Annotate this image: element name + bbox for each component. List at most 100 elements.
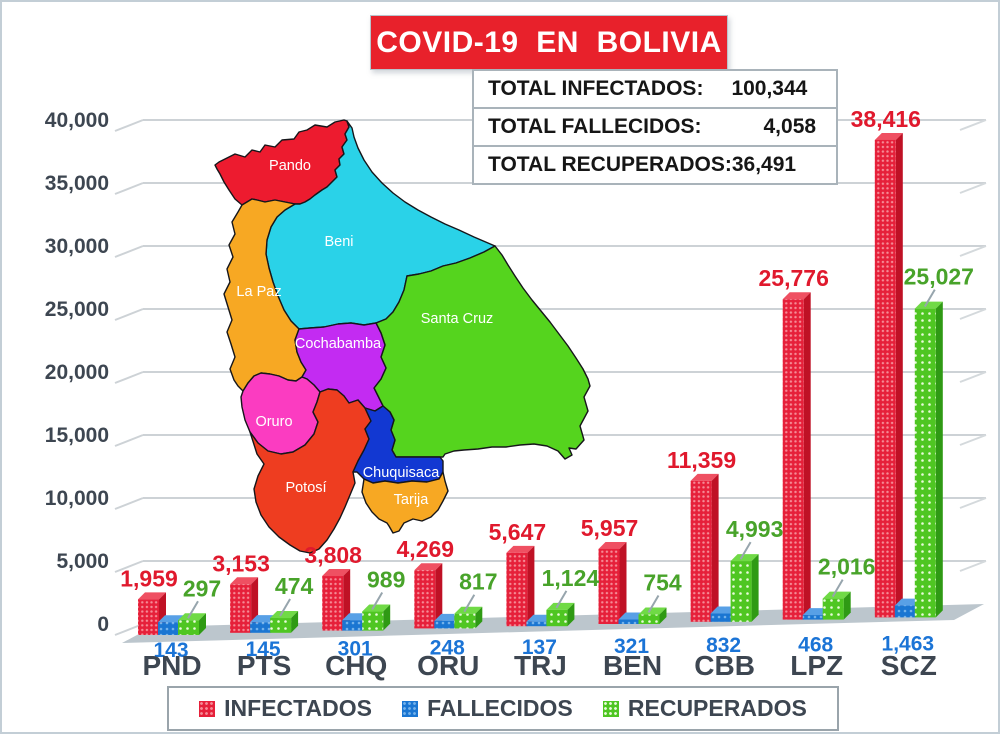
fallecidos-value-PTS: 145 [246, 638, 281, 661]
total-fallecidos-label: TOTAL FALLECIDOS: [488, 115, 702, 138]
recuperados-swatch-icon [602, 700, 619, 717]
recuperados-bar-BEN [638, 607, 667, 624]
gridline-right-tick [959, 245, 987, 257]
recuperados-bar-PTS-top [270, 611, 299, 619]
recuperados-bar-TRJ [546, 602, 575, 627]
recuperados-bar-BEN-top [638, 607, 667, 615]
fallecidos-bar-CBB-front [710, 613, 732, 622]
infectados-bar-BEN-side [619, 541, 627, 624]
x-axis-category-label: PTS [237, 650, 291, 681]
recuperados-leader-line-CHQ [371, 592, 384, 611]
recuperados-value-SCZ: 25,027 [904, 264, 974, 290]
infectados-value-TRJ: 5,647 [489, 519, 547, 545]
infectados-value-PND: 1,959 [120, 565, 178, 591]
recuperados-leader-line-SCZ [923, 289, 936, 308]
legend-label-recuperados: RECUPERADOS [627, 695, 807, 721]
x-axis-category-label: LPZ [790, 650, 843, 681]
infectados-bar-TRJ-side [527, 545, 535, 627]
recuperados-leader-line-CBB [739, 541, 752, 560]
total-infectados-row: TOTAL INFECTADOS: 100,344 [472, 69, 838, 109]
recuperados-bar-LPZ-top [822, 591, 851, 599]
infectados-bar-ORU [414, 563, 443, 629]
page-title: COVID-19 EN BOLIVIA [376, 25, 722, 59]
fallecidos-bar-ORU-front [434, 620, 456, 629]
title-banner: COVID-19 EN BOLIVIA [370, 15, 728, 70]
infectados-swatch-icon [199, 700, 216, 717]
y-axis-tick-label: 10,000 [45, 487, 109, 510]
recuperados-bar-PND-top [178, 613, 206, 621]
gridline-left-tick [114, 497, 144, 510]
recuperados-leader-line-BEN [647, 594, 660, 614]
total-recuperados-value: 36,491 [731, 153, 797, 176]
gridline-left-tick [114, 182, 144, 195]
map-label-cochabamba: Cochabamba [295, 336, 382, 352]
total-infectados-value: 100,344 [731, 77, 808, 100]
infectados-bar-PND [138, 592, 166, 635]
gridline-left-tick [114, 119, 144, 132]
infectados-bar-LPZ-front [782, 299, 804, 620]
recuperados-bar-PTS [270, 611, 299, 633]
total-fallecidos-value: 4,058 [763, 115, 817, 138]
gridline-right-tick [959, 560, 987, 572]
legend: INFECTADOS FALLECIDOS RECUPERADOS [167, 686, 839, 731]
recuperados-bar-PTS-front [270, 618, 292, 633]
gridline-right-tick [959, 308, 987, 320]
infectados-value-PTS: 3,153 [212, 550, 270, 576]
gridline-right-tick [959, 497, 987, 509]
recuperados-value-CHQ: 989 [367, 567, 405, 593]
recuperados-value-BEN: 754 [643, 569, 682, 595]
y-axis-tick-label: 0 [97, 613, 109, 636]
recuperados-bar-CBB-front [730, 561, 752, 622]
recuperados-bar-ORU [454, 606, 483, 629]
infectados-value-CBB: 11,359 [667, 447, 736, 473]
fallecidos-value-CBB: 832 [706, 634, 741, 657]
gridline-left-tick [114, 434, 144, 447]
total-recuperados-row: TOTAL RECUPERADOS: 36,491 [472, 145, 838, 185]
bolivia-map: Pando Beni La Paz Santa Cruz Cochabamba Oruro… [214, 119, 591, 554]
recuperados-bar-TRJ-front [546, 609, 568, 627]
fallecidos-bar-CHQ-front [342, 620, 364, 631]
recuperados-leader-line-PTS [279, 598, 291, 617]
total-recuperados-label: TOTAL RECUPERADOS: [488, 153, 732, 176]
gridline-right-tick [959, 119, 987, 131]
fallecidos-bar-LPZ-front [802, 615, 824, 620]
fallecidos-bar-SCZ-front [894, 605, 916, 618]
recuperados-bar-CHQ [362, 604, 391, 631]
recuperados-bar-PND [178, 613, 206, 635]
infectados-bar-SCZ-front [874, 139, 896, 618]
recuperados-bar-CHQ-front [362, 611, 384, 631]
bars [138, 132, 943, 635]
recuperados-bar-CHQ-top [362, 604, 391, 612]
recuperados-bar-PND-front [178, 620, 199, 635]
infectados-bar-TRJ-top [506, 545, 535, 553]
map-region-santacruz [373, 245, 591, 460]
fallecidos-value-LPZ: 468 [798, 633, 833, 656]
y-axis-tick-label: 25,000 [45, 298, 109, 321]
fallecidos-bar-PTS-front [250, 622, 272, 633]
infectados-bar-PTS [230, 577, 259, 633]
gridline-left-tick [114, 308, 144, 321]
x-axis-category-label: BEN [603, 650, 662, 681]
infectados-bar-PTS-front [230, 584, 252, 633]
recuperados-value-TRJ: 1,124 [542, 565, 600, 591]
y-axis-tick-label: 40,000 [45, 109, 109, 132]
infectados-bar-CBB-top [690, 473, 719, 481]
recuperados-leader-line-LPZ [831, 579, 844, 598]
fallecidos-bar-PND-front [158, 622, 179, 635]
infectados-value-BEN: 5,957 [581, 515, 639, 541]
fallecidos-value-CHQ: 301 [338, 637, 373, 660]
total-infectados-label: TOTAL INFECTADOS: [488, 77, 704, 100]
infectados-value-ORU: 4,269 [397, 536, 455, 562]
map-label-pando: Pando [269, 158, 311, 174]
x-axis-category-label: CBB [694, 650, 755, 681]
recuperados-bar-PTS-side [291, 611, 299, 633]
x-axis-category-label: TRJ [514, 650, 567, 681]
legend-item-fallecidos: FALLECIDOS [402, 695, 573, 722]
gridline-right-tick [959, 182, 987, 194]
infectados-bar-PND-front [138, 599, 159, 635]
recuperados-value-CBB: 4,993 [726, 516, 784, 542]
infectados-bar-CBB-front [690, 480, 712, 622]
infectados-bar-CHQ-top [322, 569, 351, 577]
